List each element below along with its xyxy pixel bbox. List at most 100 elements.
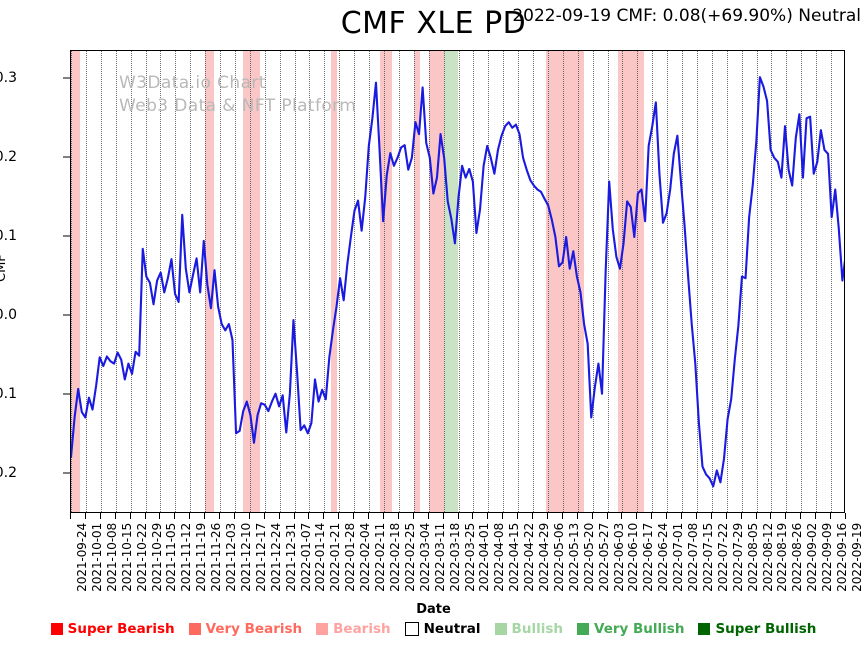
gridline (711, 51, 713, 512)
chart-title: CMF XLE PD (340, 6, 527, 41)
x-tick-label: 2022-08-19 (775, 523, 790, 592)
x-tick-mark (576, 513, 578, 519)
watermark-line-2: Web3 Data & NFT Platform (119, 96, 357, 116)
legend-swatch-icon (404, 622, 419, 636)
gridline (547, 51, 549, 512)
x-tick-label: 2022-03-18 (447, 523, 462, 592)
x-tick-mark (591, 513, 593, 519)
legend-label: Super Bearish (67, 621, 175, 637)
legend-item-super-bullish[interactable]: Super Bullish (698, 621, 816, 637)
gridline (234, 51, 236, 512)
x-tick-mark (338, 513, 340, 519)
legend-item-super-bearish[interactable]: Super Bearish (50, 621, 175, 637)
x-tick-mark (800, 513, 802, 519)
x-tick-mark (189, 513, 191, 519)
x-tick-mark (293, 513, 295, 519)
legend-swatch-icon (698, 623, 711, 635)
gridline (607, 51, 609, 512)
x-tick-mark (770, 513, 772, 519)
gridline (145, 51, 147, 512)
legend-swatch-icon (316, 623, 329, 635)
x-tick-label: 2022-06-24 (656, 523, 671, 592)
x-tick-label: 2021-11-12 (179, 523, 194, 592)
x-tick-label: 2021-11-26 (209, 523, 224, 592)
legend-label: Super Bullish (715, 621, 817, 637)
gridline (354, 51, 356, 512)
condition-band-bearish (618, 51, 644, 512)
gridline (756, 51, 758, 512)
condition-band-bearish (71, 51, 80, 512)
x-tick-mark (457, 513, 459, 519)
x-tick-mark (263, 513, 265, 519)
y-tick-mark (63, 235, 70, 237)
gridline (309, 51, 311, 512)
gridline (115, 51, 117, 512)
legend-item-very-bullish[interactable]: Very Bullish (576, 621, 684, 637)
gridline (533, 51, 535, 512)
x-tick-mark (755, 513, 757, 519)
x-tick-label: 2022-05-27 (596, 523, 611, 592)
x-tick-mark (368, 513, 370, 519)
y-tick-label: −0.1 (0, 386, 17, 403)
x-tick-label: 2022-01-21 (328, 523, 343, 592)
x-tick-mark (695, 513, 697, 519)
gridline (771, 51, 773, 512)
gridline (279, 51, 281, 512)
gridline (369, 51, 371, 512)
x-tick-mark (70, 513, 71, 519)
x-tick-mark (681, 513, 683, 519)
x-tick-label: 2021-11-19 (194, 523, 209, 592)
plot-area: W3Data.io Chart Web3 Data & NFT Platform (70, 50, 845, 513)
gridline (130, 51, 132, 512)
y-tick-mark (63, 77, 70, 79)
x-tick-mark (830, 513, 832, 519)
legend-item-neutral[interactable]: Neutral (404, 621, 481, 637)
x-tick-mark (204, 513, 206, 519)
x-tick-label: 2022-01-14 (313, 523, 328, 592)
x-tick-mark (323, 513, 325, 519)
x-tick-mark (278, 513, 280, 519)
legend-item-bearish[interactable]: Bearish (316, 621, 391, 637)
x-tick-mark (382, 513, 384, 519)
x-tick-label: 2022-03-11 (432, 523, 447, 592)
condition-band-bearish (205, 51, 214, 512)
x-tick-label: 2021-12-10 (238, 523, 253, 592)
x-tick-mark (233, 513, 235, 519)
gridline (682, 51, 684, 512)
x-tick-mark (517, 513, 519, 519)
y-tick-mark (63, 156, 70, 158)
gridline (786, 51, 788, 512)
x-tick-mark (561, 513, 563, 519)
x-tick-mark (248, 513, 250, 519)
y-tick-mark (63, 393, 70, 395)
cmf-line-series (71, 76, 844, 488)
y-tick-mark (63, 472, 70, 474)
legend-label: Neutral (423, 621, 481, 637)
condition-band-bearish (413, 51, 421, 512)
gridline (264, 51, 266, 512)
x-tick-mark (472, 513, 474, 519)
x-tick-label: 2022-06-17 (641, 523, 656, 592)
gridline (220, 51, 222, 512)
x-tick-label: 2021-12-24 (268, 523, 283, 592)
gridline (160, 51, 162, 512)
legend-item-very-bearish[interactable]: Very Bearish (188, 621, 302, 637)
legend-item-bullish[interactable]: Bullish (494, 621, 563, 637)
gridline (622, 51, 624, 512)
gridline (592, 51, 594, 512)
y-tick-label: 0.0 (0, 307, 17, 324)
x-tick-label: 2022-03-25 (462, 523, 477, 592)
legend-label: Bearish (333, 621, 391, 637)
x-axis-label: Date (416, 602, 451, 617)
x-tick-mark (546, 513, 548, 519)
x-tick-label: 2021-10-22 (134, 523, 149, 592)
x-tick-label: 2021-09-24 (75, 523, 89, 592)
x-tick-label: 2021-11-05 (164, 523, 179, 592)
x-tick-label: 2021-12-17 (253, 523, 268, 592)
x-tick-label: 2021-12-31 (283, 523, 298, 592)
x-tick-label: 2022-09-16 (835, 523, 850, 592)
x-tick-mark (785, 513, 787, 519)
y-axis-label: CMF (0, 254, 9, 282)
gridline (831, 51, 833, 512)
